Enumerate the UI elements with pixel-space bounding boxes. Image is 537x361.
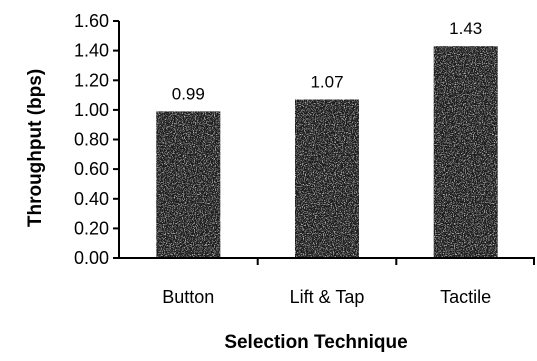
- x-tick-label: Lift & Tap: [290, 287, 365, 307]
- labels-layer: 0.99 Button 1.07 Lift & Tap 1.43 Tactile 0.00 0…: [74, 11, 491, 307]
- data-label: 1.43: [449, 19, 482, 38]
- bar-button: [156, 111, 221, 259]
- y-tick-label: 0.00: [74, 248, 109, 268]
- y-tick-label: 0.60: [74, 159, 109, 179]
- axes-layer: [113, 20, 535, 265]
- y-tick-label: 0.80: [74, 130, 109, 150]
- data-label: 1.07: [310, 73, 343, 92]
- y-tick-label: 1.00: [74, 100, 109, 120]
- x-axis-title: Selection Technique: [224, 332, 407, 353]
- bars-layer: [156, 46, 498, 259]
- y-tick-label: 0.20: [74, 218, 109, 238]
- x-tick-label: Tactile: [440, 287, 491, 307]
- y-tick-label: 0.40: [74, 189, 109, 209]
- y-tick-label: 1.40: [74, 41, 109, 61]
- y-axis-title: Throughput (bps): [25, 69, 46, 227]
- bar-lift-tap: [295, 99, 359, 258]
- y-tick-label: 1.20: [74, 70, 109, 90]
- bar-tactile: [433, 46, 498, 259]
- data-label: 0.99: [172, 84, 205, 103]
- x-tick-label: Button: [162, 287, 214, 307]
- y-tick-label: 1.60: [74, 11, 109, 31]
